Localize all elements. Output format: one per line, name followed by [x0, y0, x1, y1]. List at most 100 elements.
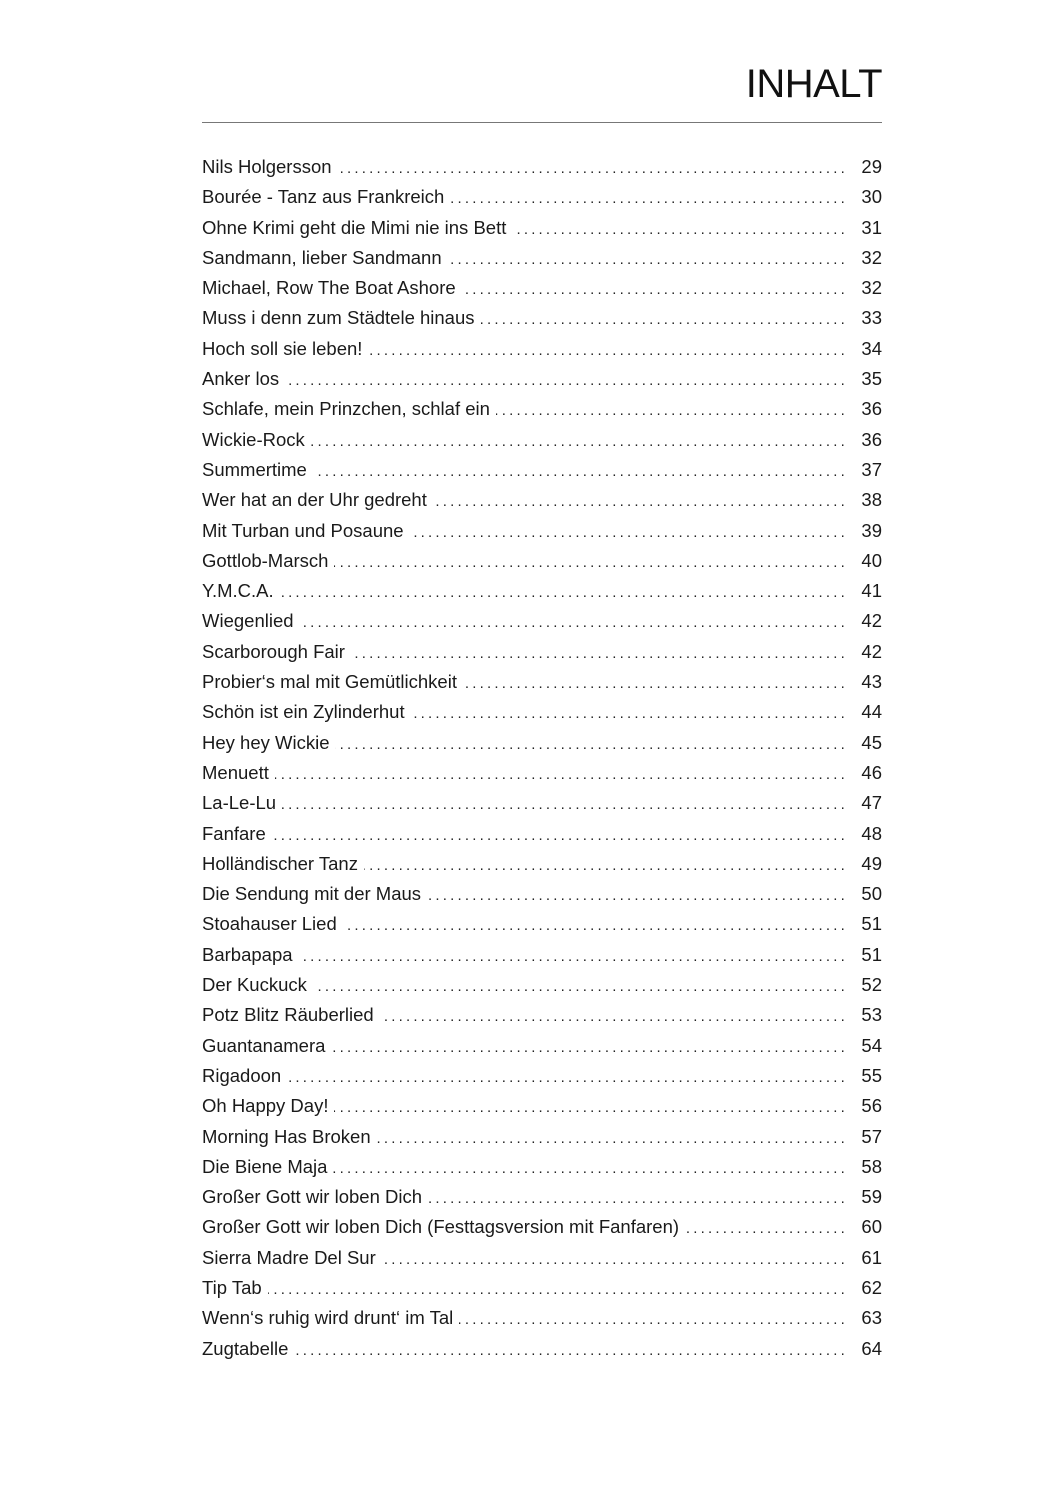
entry-page-number: 45 — [861, 731, 882, 753]
dot-leader: ........................................… — [299, 614, 848, 632]
dot-leader: ........................................… — [512, 220, 848, 238]
dot-leader: ........................................… — [312, 978, 848, 996]
toc-entry: Wer hat an der Uhr gedreht..............… — [202, 485, 882, 515]
toc-entry: Sandmann, lieber Sandmann...............… — [202, 243, 882, 273]
entry-title: Muss i denn zum Städtele hinaus — [202, 307, 475, 329]
entry-page-number: 32 — [861, 277, 882, 299]
dot-leader: ........................................… — [272, 826, 848, 844]
toc-entry: Wickie-Rock.............................… — [202, 425, 882, 455]
page-title: INHALT — [745, 62, 883, 106]
entry-title: Tip Tab — [202, 1276, 262, 1298]
toc-entry: Anker los...............................… — [202, 364, 882, 394]
entry-title: Wer hat an der Uhr gedreht — [202, 489, 427, 511]
dot-leader: ........................................… — [433, 493, 848, 511]
entry-page-number: 61 — [861, 1246, 882, 1268]
dot-leader: ........................................… — [495, 402, 848, 420]
dot-leader: ........................................… — [463, 675, 848, 693]
entry-page-number: 63 — [861, 1307, 882, 1329]
dot-leader: ........................................… — [364, 856, 848, 874]
dot-leader: ........................................… — [427, 887, 848, 905]
entry-page-number: 55 — [861, 1064, 882, 1086]
dot-leader: ........................................… — [298, 947, 848, 965]
entry-title: Stoahauser Lied — [202, 913, 337, 935]
dot-leader: ........................................… — [312, 462, 848, 480]
entry-title: Morning Has Broken — [202, 1125, 371, 1147]
entry-title: Wenn‘s ruhig wird drunt‘ im Tal — [202, 1307, 454, 1329]
entry-page-number: 37 — [861, 458, 882, 480]
entry-title: Der Kuckuck — [202, 974, 307, 996]
toc-entry: Gottlob-Marsch..........................… — [202, 546, 882, 576]
toc-entry: Scarborough Fair........................… — [202, 637, 882, 667]
dot-leader: ........................................… — [480, 311, 848, 329]
entry-title: Mit Turban und Posaune — [202, 519, 404, 541]
entry-title: Sandmann, lieber Sandmann — [202, 246, 442, 268]
entry-title: Die Biene Maja — [202, 1155, 328, 1177]
entry-page-number: 52 — [861, 974, 882, 996]
toc-entry: Muss i denn zum Städtele hinaus.........… — [202, 303, 882, 333]
toc-entry: Y.M.C.A.................................… — [202, 576, 882, 606]
entry-title: Y.M.C.A. — [202, 580, 274, 602]
toc-entry: Rigadoon................................… — [202, 1061, 882, 1091]
dot-leader: ........................................… — [428, 1190, 848, 1208]
toc-entry: Zugtabelle..............................… — [202, 1334, 882, 1364]
entry-page-number: 41 — [861, 580, 882, 602]
toc-entry: La-Le-Lu................................… — [202, 788, 882, 818]
toc-entry: Die Biene Maja..........................… — [202, 1152, 882, 1182]
dot-leader: ........................................… — [462, 281, 848, 299]
entry-page-number: 34 — [861, 337, 882, 359]
entry-page-number: 32 — [861, 246, 882, 268]
entry-title: Menuett — [202, 761, 269, 783]
entry-title: Anker los — [202, 368, 280, 390]
toc-entry: Großer Gott wir loben Dich..............… — [202, 1182, 882, 1212]
entry-title: Oh Happy Day! — [202, 1095, 329, 1117]
toc-entry: Die Sendung mit der Maus................… — [202, 879, 882, 909]
entry-page-number: 58 — [861, 1155, 882, 1177]
entry-page-number: 33 — [861, 307, 882, 329]
entry-page-number: 47 — [861, 792, 882, 814]
table-of-contents: Nils Holgersson.........................… — [202, 152, 882, 1364]
dot-leader: ........................................… — [334, 553, 848, 571]
entry-title: Großer Gott wir loben Dich — [202, 1186, 423, 1208]
entry-title: Guantanamera — [202, 1034, 326, 1056]
entry-page-number: 62 — [861, 1276, 882, 1298]
entry-page-number: 53 — [861, 1004, 882, 1026]
dot-leader: ........................................… — [380, 1008, 848, 1026]
entry-title: La-Le-Lu — [202, 792, 277, 814]
dot-leader: ........................................… — [382, 1250, 848, 1268]
entry-title: Hoch soll sie leben! — [202, 337, 363, 359]
dot-leader: ........................................… — [335, 735, 848, 753]
entry-page-number: 39 — [861, 519, 882, 541]
dot-leader: ........................................… — [343, 917, 848, 935]
entry-page-number: 51 — [861, 913, 882, 935]
entry-title: Barbapapa — [202, 943, 293, 965]
entry-title: Probier‘s mal mit Gemütlichkeit — [202, 671, 457, 693]
dot-leader: ........................................… — [282, 796, 848, 814]
title-divider — [202, 122, 882, 123]
entry-title: Summertime — [202, 458, 307, 480]
entry-title: Rigadoon — [202, 1064, 282, 1086]
dot-leader: ........................................… — [350, 644, 848, 662]
entry-page-number: 60 — [861, 1216, 882, 1238]
dot-leader: ........................................… — [280, 584, 848, 602]
entry-page-number: 29 — [861, 156, 882, 177]
dot-leader: ........................................… — [368, 341, 848, 359]
dot-leader: ........................................… — [310, 432, 848, 450]
dot-leader: ........................................… — [459, 1311, 848, 1329]
toc-entry: Summertime..............................… — [202, 455, 882, 485]
dot-leader: ........................................… — [333, 1159, 848, 1177]
toc-entry: Hoch soll sie leben!....................… — [202, 334, 882, 364]
dot-leader: ........................................… — [285, 372, 848, 390]
entry-page-number: 48 — [861, 822, 882, 844]
entry-title: Ohne Krimi geht die Mimi nie ins Bett — [202, 216, 507, 238]
entry-page-number: 31 — [861, 216, 882, 238]
entry-page-number: 56 — [861, 1095, 882, 1117]
entry-title: Sierra Madre Del Sur — [202, 1246, 376, 1268]
entry-page-number: 57 — [861, 1125, 882, 1147]
dot-leader: ........................................… — [334, 1099, 848, 1117]
entry-page-number: 42 — [861, 640, 882, 662]
toc-entry: Wenn‘s ruhig wird drunt‘ im Tal.........… — [202, 1303, 882, 1333]
entry-title: Schön ist ein Zylinderhut — [202, 701, 405, 723]
entry-title: Schlafe, mein Prinzchen, schlaf ein — [202, 398, 490, 420]
dot-leader: ........................................… — [274, 765, 848, 783]
entry-page-number: 40 — [861, 549, 882, 571]
